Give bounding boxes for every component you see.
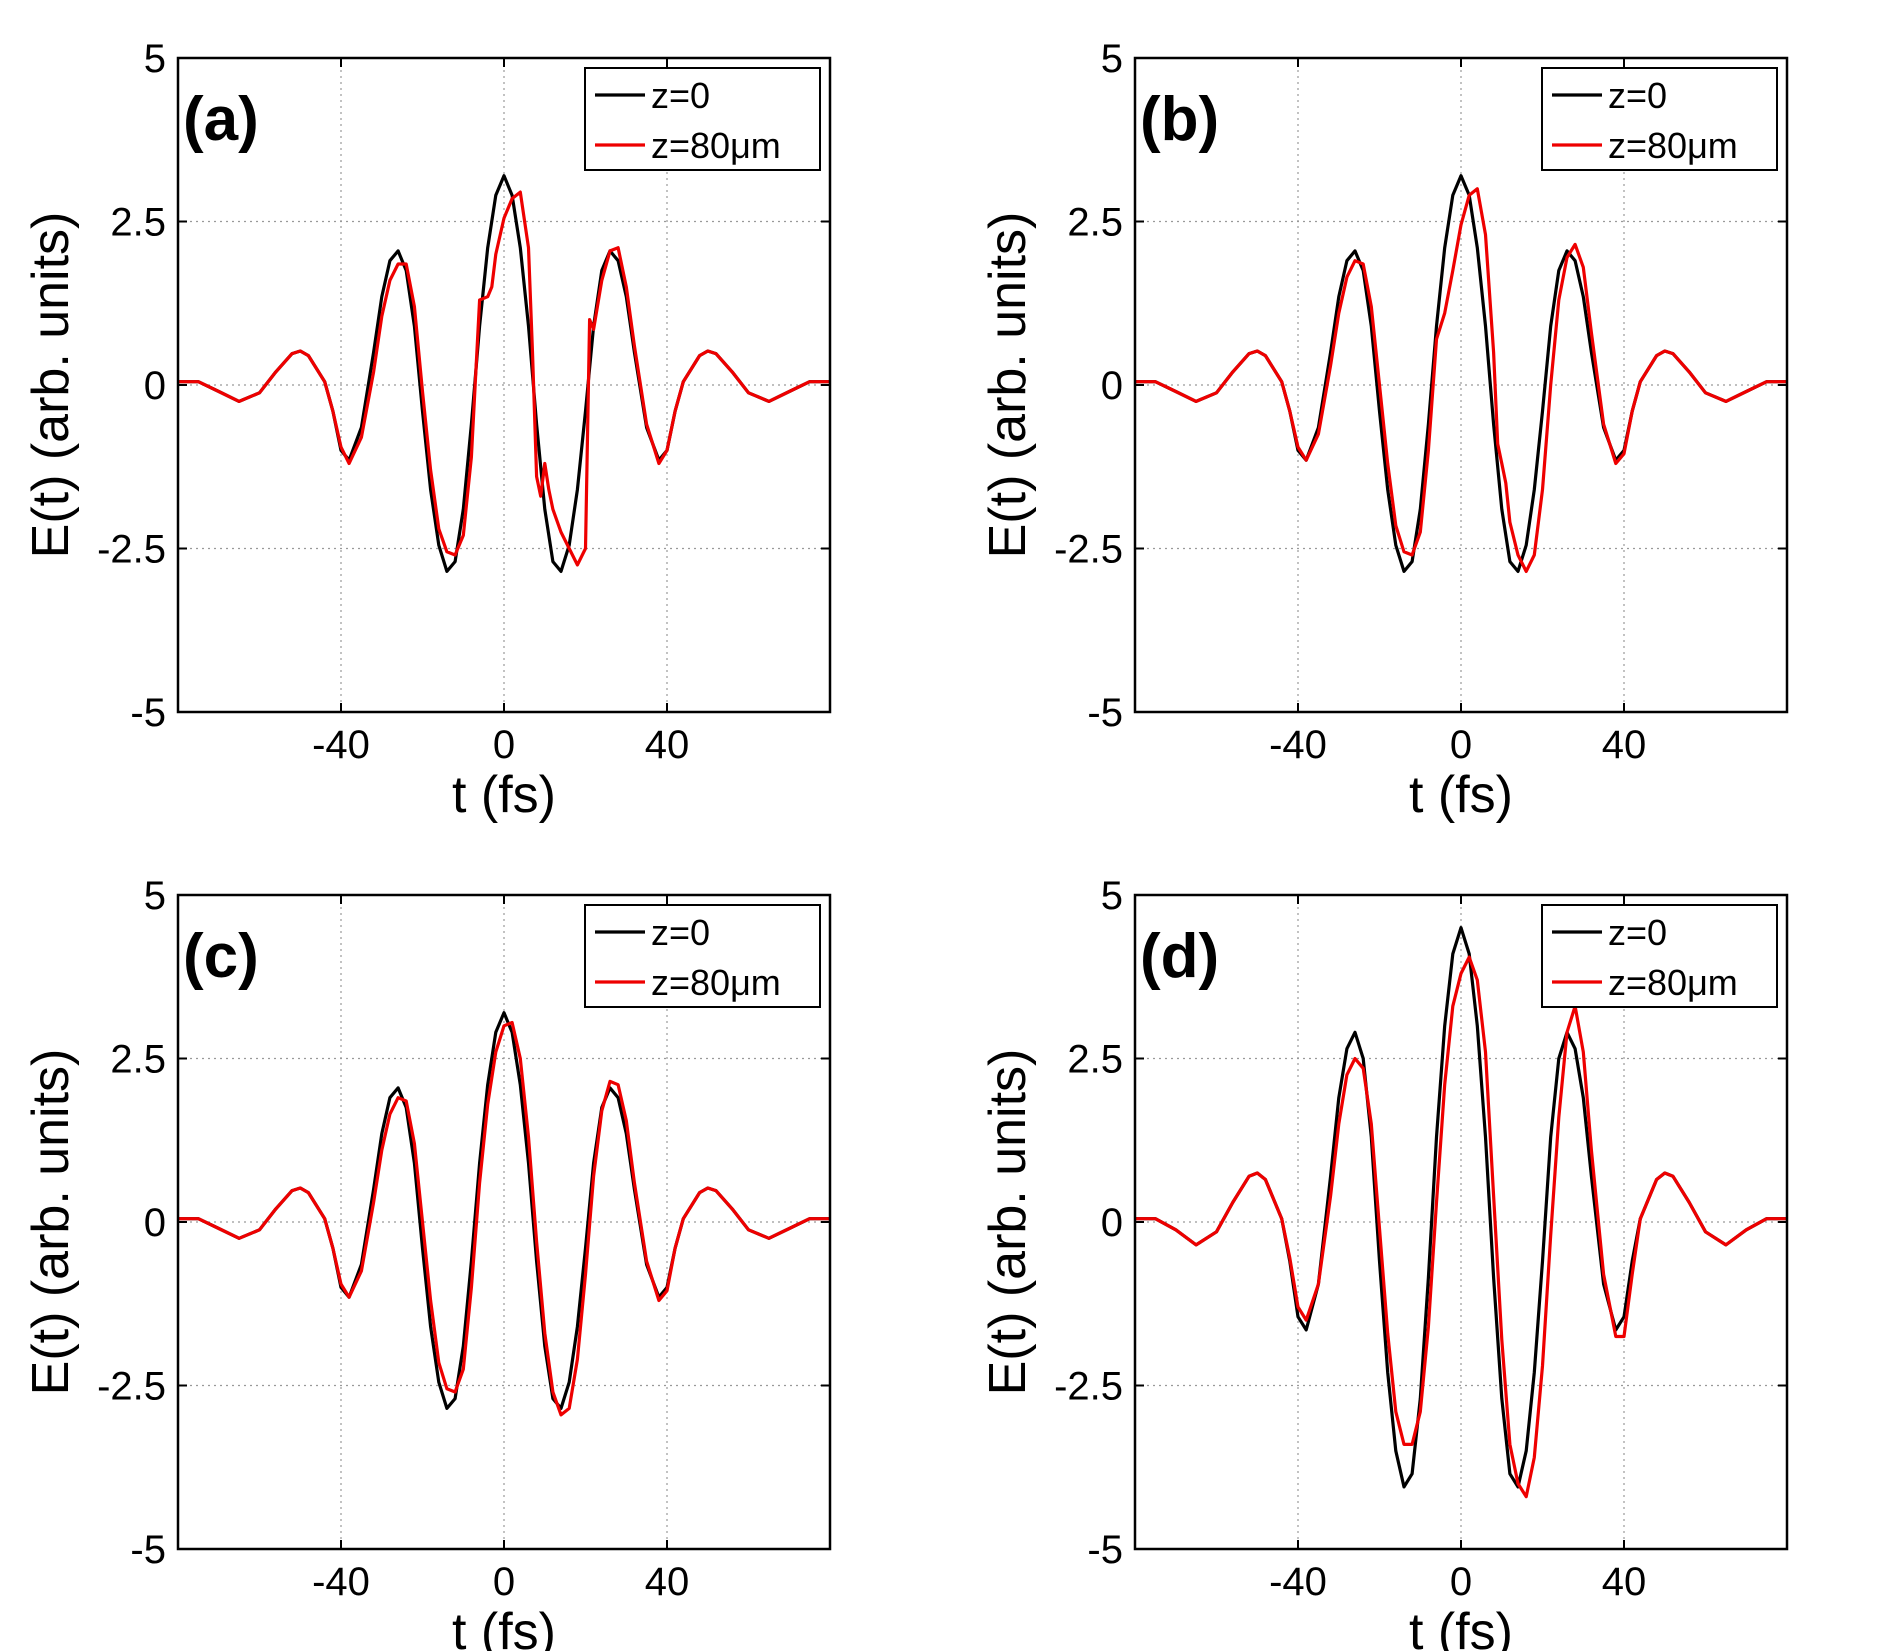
y-tick-label: 5	[1101, 37, 1123, 81]
series-line	[178, 1020, 830, 1417]
panel-label: (c)	[183, 922, 259, 991]
x-tick-label: 0	[493, 1560, 515, 1604]
legend-label: z=0	[1608, 912, 1667, 953]
axes-frame	[176, 56, 832, 714]
legend-label: z=0	[651, 75, 710, 116]
panel-label: (d)	[1140, 922, 1219, 991]
y-tick-label: 5	[1101, 874, 1123, 918]
chart-panel: -40 0 40 -5 -2.5 0 2.5 5 t (fs) E(t) (arb. units)…	[22, 874, 832, 1651]
y-tick-label: 2.5	[110, 201, 166, 245]
x-axis-label: t (fs)	[1409, 766, 1513, 824]
legend-box	[584, 904, 821, 1008]
axes-frame	[1133, 56, 1789, 714]
x-axis-label: t (fs)	[452, 766, 556, 824]
legend-label: z=80μm	[651, 962, 781, 1003]
y-tick-label: 2.5	[1067, 201, 1123, 245]
x-tick-label: 0	[1450, 1560, 1472, 1604]
y-tick-label: 2.5	[1067, 1038, 1123, 1082]
y-tick-label: 0	[1101, 1201, 1123, 1245]
y-axis-label: E(t) (arb. units)	[979, 1049, 1037, 1396]
legend-label: z=80μm	[1608, 125, 1738, 166]
y-axis-label: E(t) (arb. units)	[979, 212, 1037, 559]
x-tick-label: 40	[645, 1560, 690, 1604]
x-tick-label: 40	[645, 723, 690, 767]
series-line	[178, 190, 830, 567]
axes-frame	[176, 893, 832, 1551]
series-line	[1135, 955, 1787, 1499]
y-tick-label: -5	[1087, 1528, 1123, 1572]
y-tick-label: 0	[144, 364, 166, 408]
chart-panel: -40 0 40 -5 -2.5 0 2.5 5 t (fs) E(t) (arb. units)…	[979, 37, 1789, 824]
y-axis-label: E(t) (arb. units)	[22, 212, 80, 559]
y-tick-label: -2.5	[1054, 1365, 1123, 1409]
y-tick-label: -5	[130, 691, 166, 735]
x-tick-label: -40	[312, 1560, 370, 1604]
y-tick-label: 0	[1101, 364, 1123, 408]
legend-label: z=80μm	[1608, 962, 1738, 1003]
y-tick-label: 5	[144, 874, 166, 918]
x-axis-label: t (fs)	[1409, 1603, 1513, 1651]
panel-label: (b)	[1140, 85, 1219, 154]
axes-frame	[1133, 893, 1789, 1551]
legend-label: z=0	[1608, 75, 1667, 116]
legend-box	[584, 67, 821, 171]
y-tick-label: -2.5	[1054, 528, 1123, 572]
y-tick-label: -2.5	[97, 1365, 166, 1409]
y-tick-label: 0	[144, 1201, 166, 1245]
y-tick-label: -2.5	[97, 528, 166, 572]
x-tick-label: 40	[1602, 723, 1647, 767]
chart-panel: -40 0 40 -5 -2.5 0 2.5 5 t (fs) E(t) (arb. units)…	[22, 37, 832, 824]
y-tick-label: 2.5	[110, 1038, 166, 1082]
y-axis-label: E(t) (arb. units)	[22, 1049, 80, 1396]
x-axis-label: t (fs)	[452, 1603, 556, 1651]
panel-label: (a)	[183, 85, 259, 154]
y-tick-label: -5	[130, 1528, 166, 1572]
x-tick-label: 40	[1602, 1560, 1647, 1604]
x-tick-label: 0	[1450, 723, 1472, 767]
x-tick-label: -40	[312, 723, 370, 767]
x-tick-label: -40	[1269, 1560, 1327, 1604]
x-tick-label: -40	[1269, 723, 1327, 767]
legend-box	[1541, 67, 1778, 171]
y-tick-label: 5	[144, 37, 166, 81]
legend-label: z=80μm	[651, 125, 781, 166]
series-line	[1135, 187, 1787, 573]
x-tick-label: 0	[493, 723, 515, 767]
legend-box	[1541, 904, 1778, 1008]
chart-panel: -40 0 40 -5 -2.5 0 2.5 5 t (fs) E(t) (arb. units)…	[979, 874, 1789, 1651]
legend-label: z=0	[651, 912, 710, 953]
y-tick-label: -5	[1087, 691, 1123, 735]
